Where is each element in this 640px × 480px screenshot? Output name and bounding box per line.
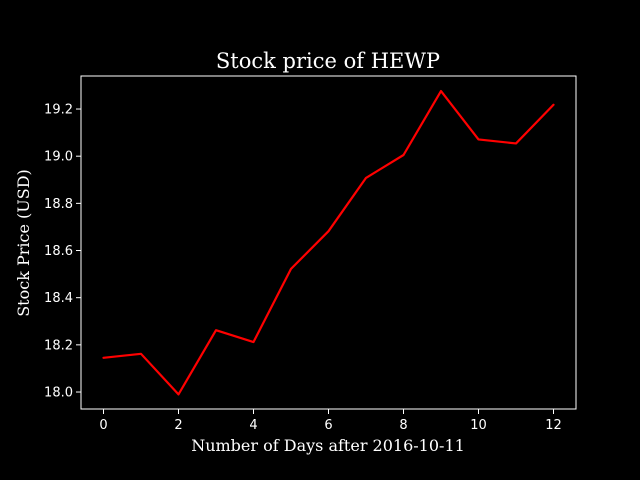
y-tick-label: 18.2 xyxy=(44,338,73,353)
x-tick-label: 8 xyxy=(399,418,407,433)
y-tick-label: 18.8 xyxy=(44,197,73,212)
x-tick-label: 4 xyxy=(249,418,257,433)
y-tick-label: 19.0 xyxy=(44,150,73,165)
y-axis-label: Stock Price (USD) xyxy=(14,169,33,317)
x-tick-label: 2 xyxy=(174,418,182,433)
x-tick-label: 0 xyxy=(99,418,107,433)
chart-title: Stock price of HEWP xyxy=(216,49,440,73)
x-tick-label: 12 xyxy=(545,418,562,433)
x-axis-label: Number of Days after 2016-10-11 xyxy=(191,436,465,455)
x-tick-label: 10 xyxy=(470,418,487,433)
series-line-0 xyxy=(102,89,555,396)
plot-area: 0 2 4 6 8 10 12 18.0 18.2 18.4 18.6 18.8 19.0 19.2 xyxy=(44,75,577,433)
y-tick-label: 18.0 xyxy=(44,386,73,401)
x-tick-label: 6 xyxy=(324,418,332,433)
y-tick-label: 19.2 xyxy=(44,103,73,118)
plot-frame xyxy=(80,75,577,410)
y-tick-label: 18.4 xyxy=(44,291,73,306)
y-tick-label: 18.6 xyxy=(44,244,73,259)
